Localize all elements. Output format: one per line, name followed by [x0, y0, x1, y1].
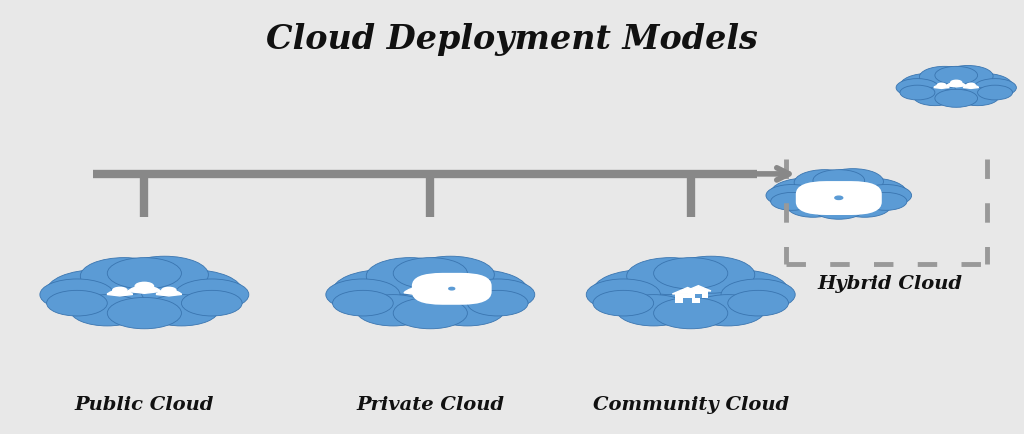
Wedge shape	[934, 85, 949, 89]
Circle shape	[967, 83, 975, 87]
Circle shape	[113, 287, 127, 293]
Circle shape	[414, 284, 435, 293]
FancyBboxPatch shape	[412, 273, 492, 305]
Text: Private Cloud: Private Cloud	[356, 395, 504, 414]
Circle shape	[135, 283, 154, 290]
Circle shape	[162, 287, 176, 293]
Circle shape	[937, 83, 946, 87]
Text: Hybrid Cloud: Hybrid Cloud	[817, 275, 963, 293]
Wedge shape	[404, 287, 444, 296]
Text: Community Cloud: Community Cloud	[593, 395, 788, 414]
Wedge shape	[946, 82, 966, 87]
Polygon shape	[673, 287, 702, 294]
Circle shape	[835, 196, 843, 200]
FancyBboxPatch shape	[796, 181, 882, 215]
FancyBboxPatch shape	[694, 294, 702, 299]
FancyBboxPatch shape	[688, 291, 709, 299]
FancyBboxPatch shape	[676, 294, 700, 303]
Wedge shape	[964, 85, 979, 89]
Wedge shape	[108, 290, 132, 296]
Text: Public Cloud: Public Cloud	[75, 395, 214, 414]
FancyBboxPatch shape	[683, 298, 692, 303]
Circle shape	[950, 80, 962, 85]
Circle shape	[449, 287, 455, 290]
Polygon shape	[686, 286, 711, 291]
Wedge shape	[128, 286, 161, 293]
Wedge shape	[157, 290, 181, 296]
Text: Cloud Deployment Models: Cloud Deployment Models	[266, 23, 758, 56]
